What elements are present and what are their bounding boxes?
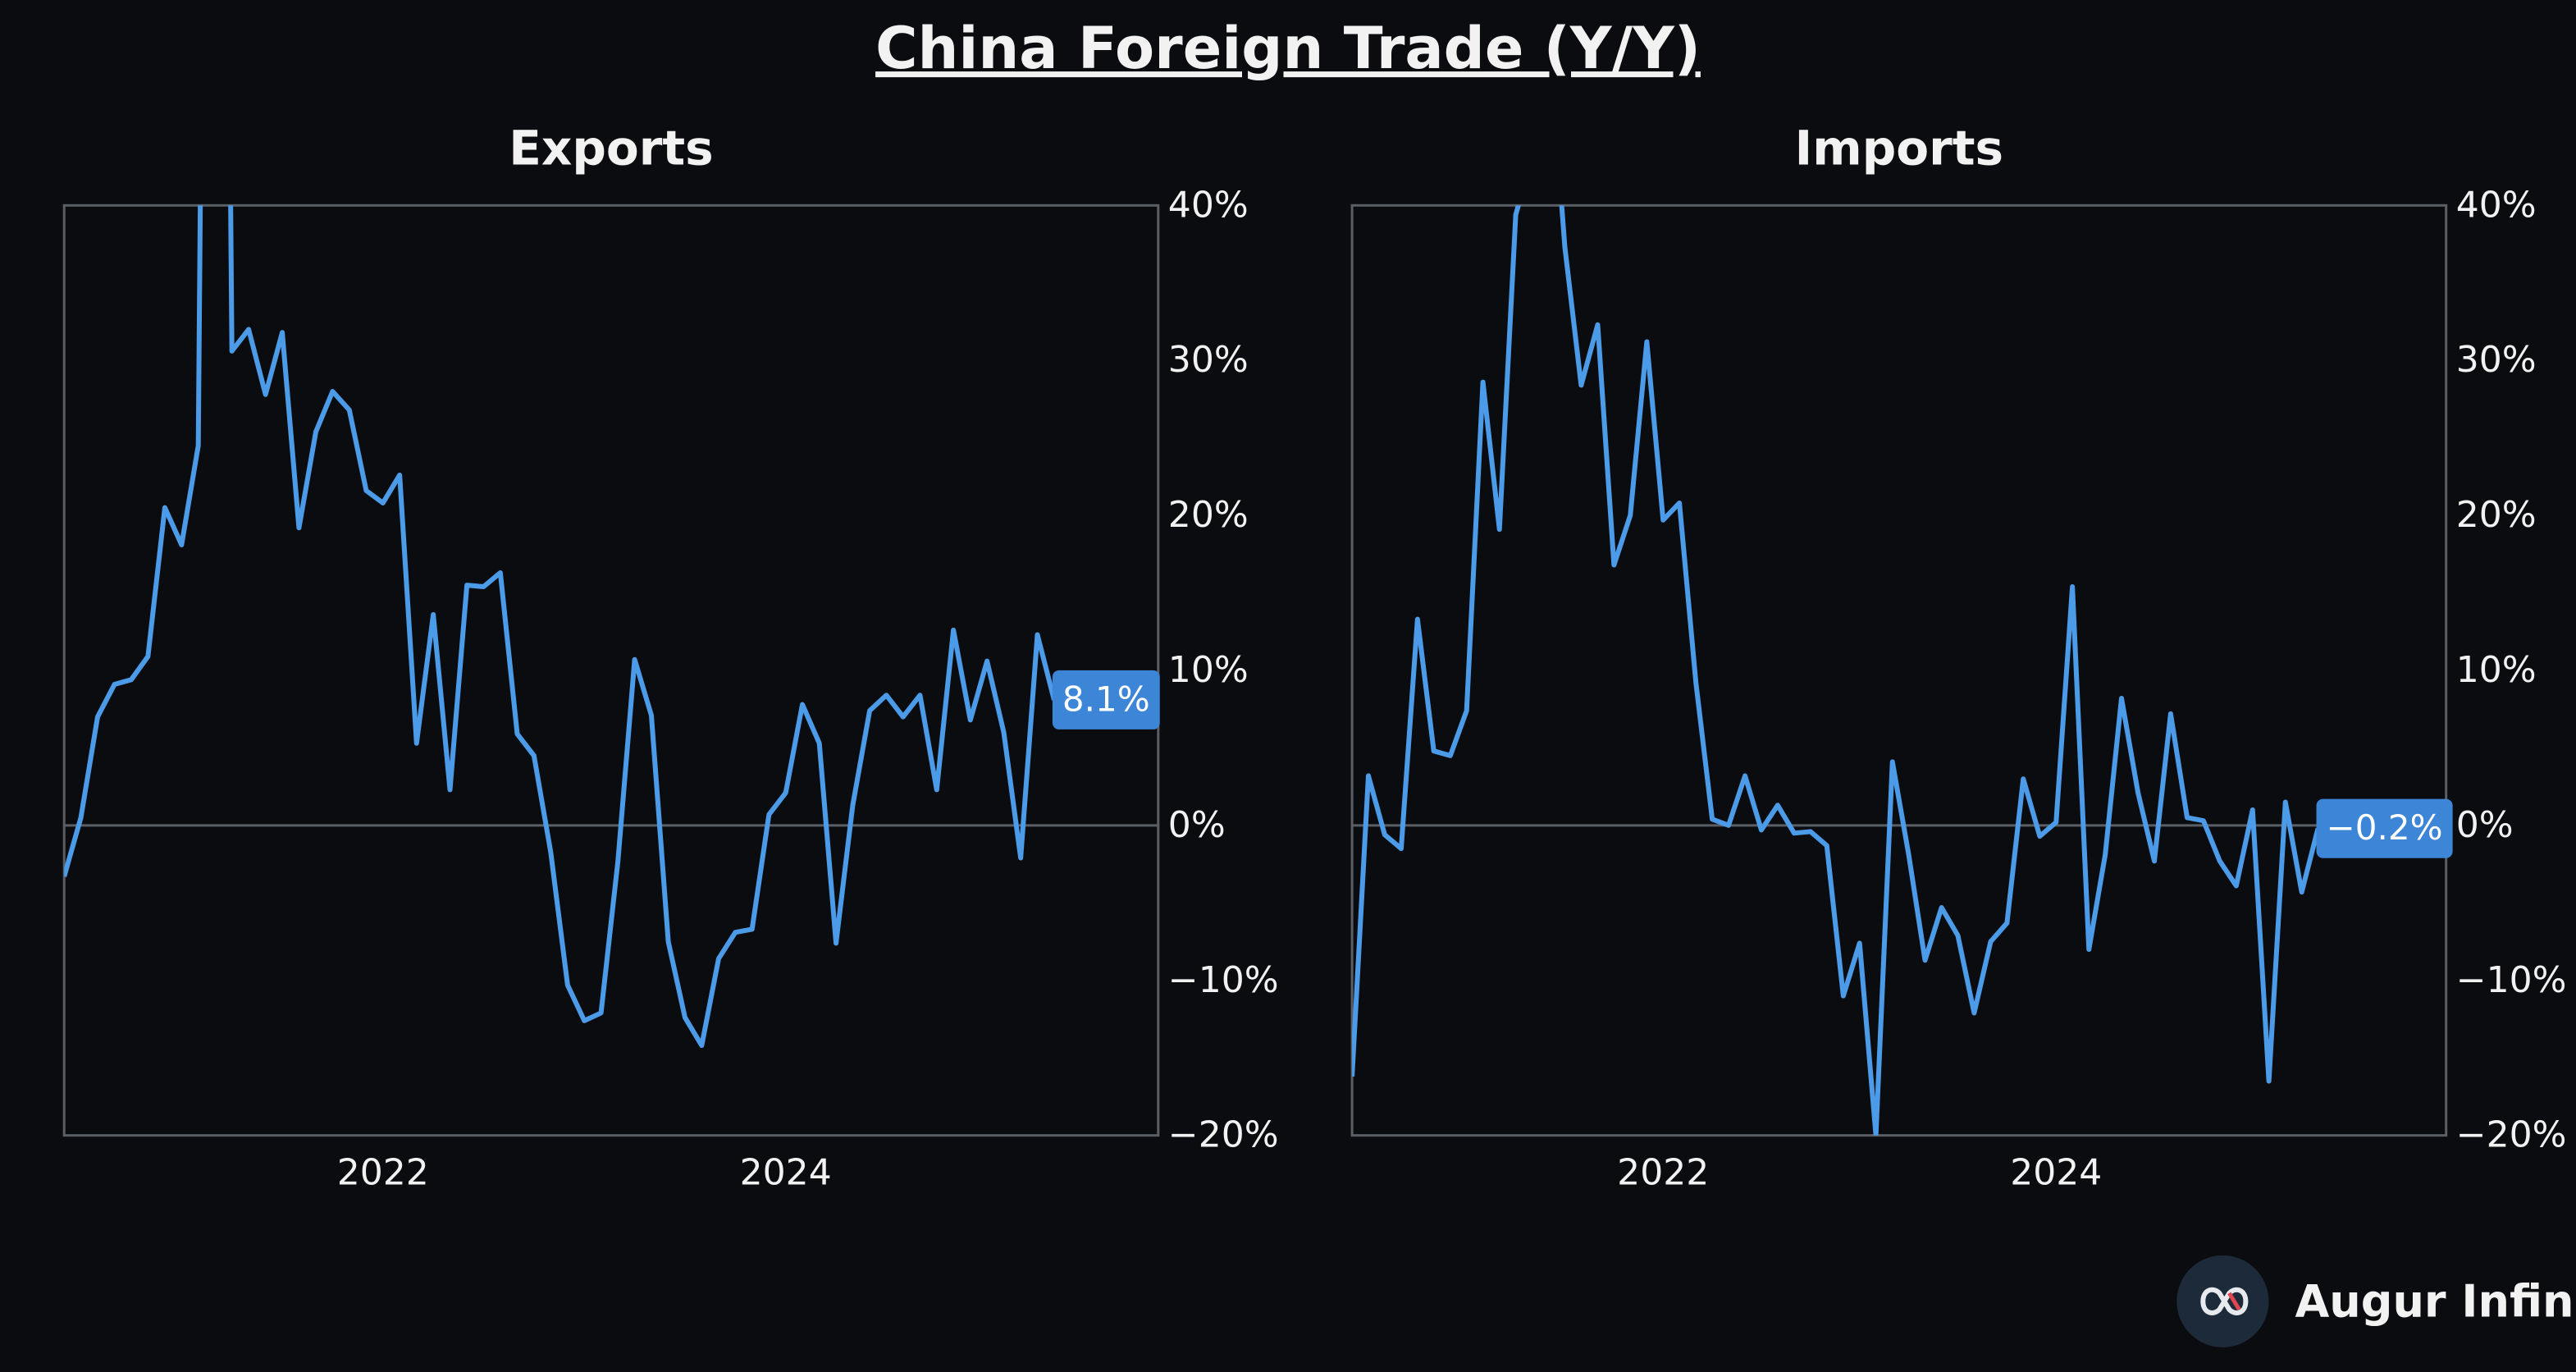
y-tick-label: −20% — [1168, 1114, 1279, 1156]
plot-frame — [1350, 204, 2448, 1137]
y-tick-label: 10% — [2456, 649, 2537, 691]
value-badge — [2316, 798, 2453, 858]
brand-logo — [2176, 1255, 2269, 1347]
y-tick-label: −10% — [2456, 959, 2567, 1001]
y-tick-label: 30% — [1168, 339, 1249, 381]
value-label: −0.2% — [2327, 807, 2443, 848]
y-tick-label: 0% — [1168, 804, 1226, 846]
subplot: Exports −20% −10% 0% 10% 20% 30% 40% 2022 2024 8.1… — [62, 120, 1279, 1194]
y-tick-label: 20% — [2456, 494, 2537, 536]
x-tick-label: 2024 — [2010, 1152, 2102, 1194]
subplot-title: Exports — [509, 120, 713, 176]
brand-name: Augur Infinity — [2295, 1276, 2576, 1328]
y-tick-label: 20% — [1168, 494, 1249, 536]
subplot-title: Imports — [1795, 120, 2003, 176]
value-badge — [1052, 670, 1160, 729]
x-tick-label: 2022 — [1617, 1152, 1709, 1194]
plot-frame — [62, 204, 1160, 1137]
y-tick-label: −20% — [2456, 1114, 2567, 1156]
y-tick-label: 0% — [2456, 804, 2514, 846]
x-tick-label: 2024 — [740, 1152, 832, 1194]
y-tick-label: 40% — [1168, 184, 1249, 226]
y-tick-label: 30% — [2456, 339, 2537, 381]
page-title: China Foreign Trade (Y/Y) — [875, 15, 1701, 82]
subplot: Imports −20% −10% 0% 10% 20% 30% 40% 2022 2024 −0.… — [1350, 120, 2567, 1194]
x-tick-label: 2022 — [337, 1152, 429, 1194]
y-tick-label: 10% — [1168, 649, 1249, 691]
data-line — [1352, 205, 2321, 1136]
y-tick-label: 40% — [2456, 184, 2537, 226]
value-label: 8.1% — [1062, 679, 1150, 719]
data-line — [64, 205, 1057, 1049]
y-tick-label: −10% — [1168, 959, 1279, 1001]
